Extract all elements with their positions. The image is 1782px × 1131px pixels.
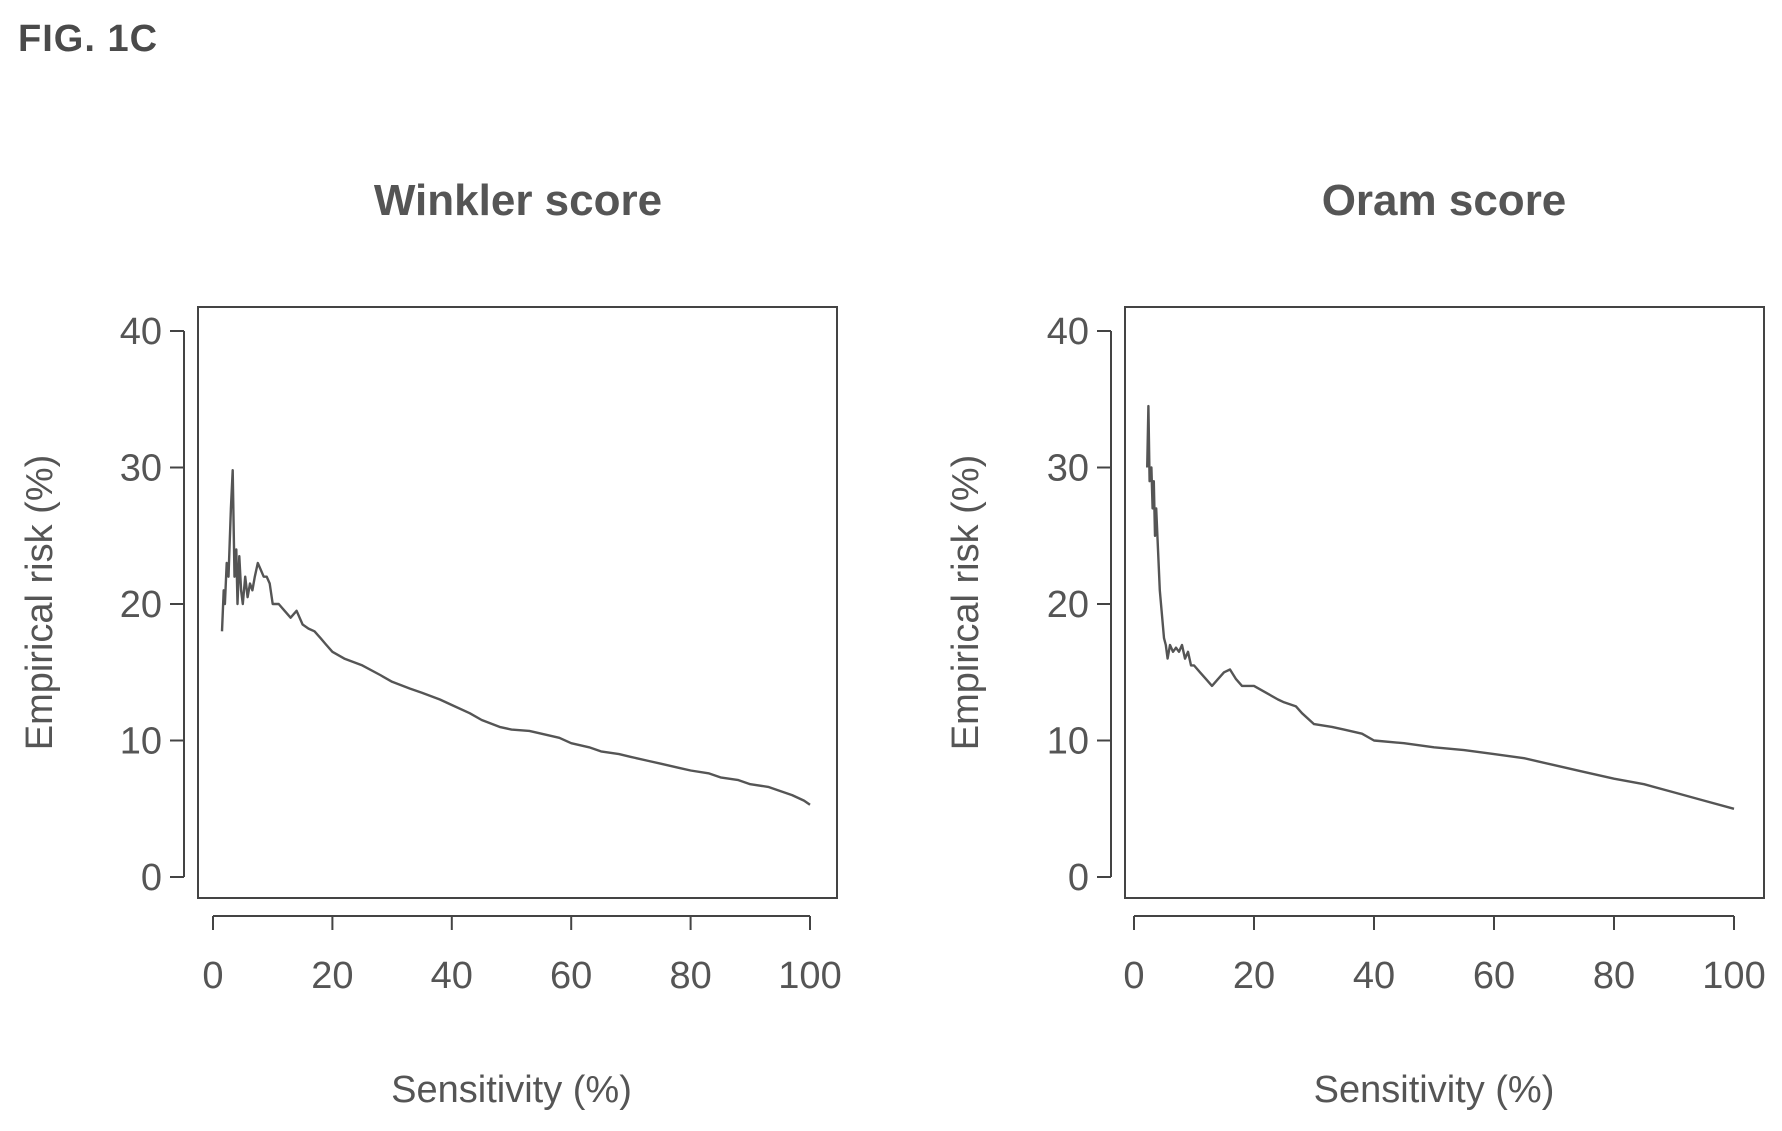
chart-2-x-tick-label-60: 60 xyxy=(1473,955,1515,997)
chart-2-x-axis-label: Sensitivity (%) xyxy=(1314,1069,1555,1111)
chart-1-plot-frame xyxy=(197,306,838,899)
chart-2-x-tick-label-40: 40 xyxy=(1353,955,1395,997)
figure-label: FIG. 1C xyxy=(18,18,159,60)
chart-1-x-tick-label-80: 80 xyxy=(669,955,711,997)
chart-2-y-axis-label: Empirical risk (%) xyxy=(945,455,987,751)
chart-1-y-axis-label: Empirical risk (%) xyxy=(19,455,61,751)
chart-1-x-tick-label-20: 20 xyxy=(311,955,353,997)
chart-2-title: Oram score xyxy=(1322,176,1567,225)
chart-1-x-tick-label-60: 60 xyxy=(550,955,592,997)
chart-2-y-tick-label-30: 30 xyxy=(1047,448,1089,490)
chart-2-x-tick-label-0: 0 xyxy=(1123,955,1144,997)
chart-2-y-tick-label-10: 10 xyxy=(1047,721,1089,763)
chart-2-plot-frame xyxy=(1124,306,1765,899)
chart-2-y-tick-label-40: 40 xyxy=(1047,311,1089,353)
chart-2-y-tick-label-20: 20 xyxy=(1047,584,1089,626)
chart-1-x-tick-label-40: 40 xyxy=(431,955,473,997)
chart-2-y-tick-label-0: 0 xyxy=(1068,857,1089,899)
chart-1-y-tick-label-40: 40 xyxy=(120,311,162,353)
chart-1-y-tick-label-0: 0 xyxy=(141,857,162,899)
chart-1-x-tick-label-100: 100 xyxy=(778,955,841,997)
chart-1-x-axis-label: Sensitivity (%) xyxy=(391,1069,632,1111)
chart-2-x-tick-label-20: 20 xyxy=(1233,955,1275,997)
chart-2-x-tick-label-100: 100 xyxy=(1702,955,1765,997)
chart-1-series-line-1 xyxy=(220,469,811,806)
chart-1-y-tick-label-20: 20 xyxy=(120,584,162,626)
chart-1-title: Winkler score xyxy=(374,176,662,225)
chart-1-y-tick-label-10: 10 xyxy=(120,721,162,763)
chart-2-series-line-1 xyxy=(1146,404,1735,810)
chart-1-y-tick-label-30: 30 xyxy=(120,448,162,490)
chart-2-x-tick-label-80: 80 xyxy=(1593,955,1635,997)
chart-1-x-tick-label-0: 0 xyxy=(202,955,223,997)
